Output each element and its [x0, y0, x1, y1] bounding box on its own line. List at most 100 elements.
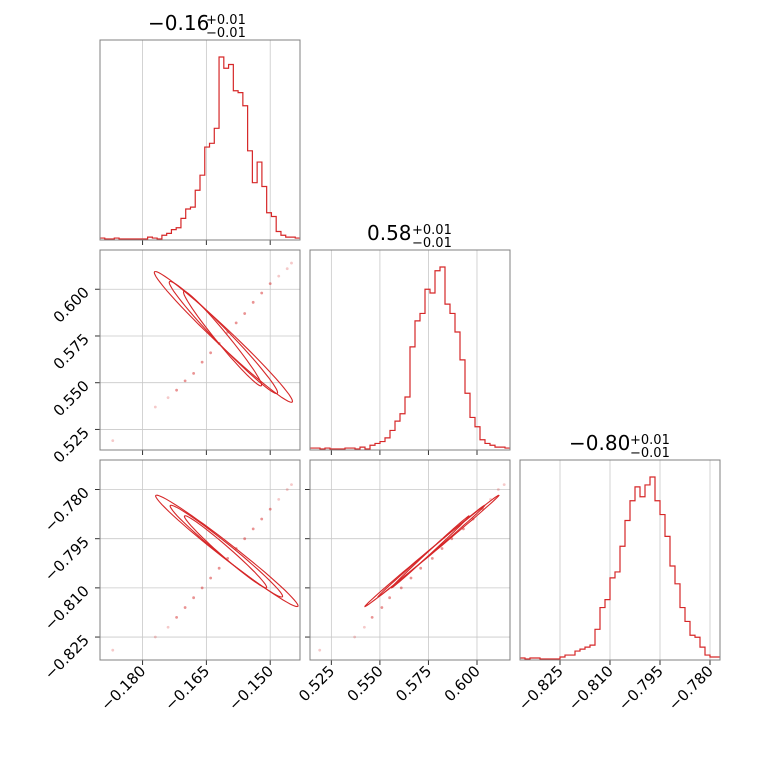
y-tick-label: −0.795	[41, 533, 93, 585]
scatter-point	[184, 379, 187, 382]
y-tick-label: 0.600	[50, 283, 93, 326]
x-tick-label: −0.780	[665, 662, 717, 714]
x-tick-labels-p1: 0.5250.5500.5750.600	[295, 662, 484, 705]
scatter-point	[497, 488, 500, 491]
axes-frame	[310, 460, 510, 660]
scatter-panel-p0-p2	[95, 460, 300, 665]
grid-lines	[331, 250, 477, 450]
scatter-point	[260, 292, 263, 295]
x-tick-label: −0.795	[615, 662, 667, 714]
scatter-point	[441, 547, 444, 550]
scatter-point	[243, 312, 246, 315]
axis-ticks	[95, 490, 270, 665]
scatter-point	[380, 606, 383, 609]
scatter-point	[252, 527, 255, 530]
scatter-point	[175, 389, 178, 392]
scatter-panel-p1-p2	[305, 460, 510, 665]
scatter-point	[290, 483, 293, 486]
scatter-point	[201, 586, 204, 589]
scatter-point	[192, 372, 195, 375]
y-tick-label: −0.825	[41, 631, 93, 683]
x-tick-label: −0.165	[161, 662, 213, 714]
scatter-panel-p0-p1	[95, 250, 300, 455]
scatter-point	[184, 606, 187, 609]
histogram-title-lower-p1: −0.01	[412, 236, 452, 251]
scatter-point	[400, 586, 403, 589]
x-tick-label: −0.180	[97, 662, 149, 714]
scatter-point	[154, 406, 157, 409]
histogram-title-lower-p2: −0.01	[630, 446, 670, 461]
y-tick-label: 0.525	[50, 424, 93, 467]
x-tick-label: 0.600	[441, 662, 484, 705]
scatter-point	[503, 483, 506, 486]
scatter-point	[167, 626, 170, 629]
histogram-line	[310, 267, 510, 449]
scatter-point	[318, 649, 321, 652]
scatter-point	[410, 577, 413, 580]
x-tick-label: 0.550	[344, 662, 387, 705]
scatter-point	[218, 567, 221, 570]
scatter-point	[388, 596, 391, 599]
grid-lines	[100, 460, 300, 660]
contour-lines	[156, 495, 298, 606]
scatter-point	[243, 537, 246, 540]
scatter-points	[111, 483, 293, 651]
scatter-point	[431, 557, 434, 560]
histogram-line	[520, 477, 720, 659]
scatter-point	[290, 262, 293, 265]
scatter-point	[286, 267, 289, 270]
scatter-point	[419, 567, 422, 570]
y-tick-label: −0.810	[41, 582, 93, 634]
scatter-point	[252, 301, 255, 304]
x-tick-labels-p0: −0.180−0.165−0.150	[97, 662, 277, 714]
x-tick-label: 0.525	[295, 662, 338, 705]
scatter-point	[201, 361, 204, 364]
scatter-point	[111, 439, 114, 442]
scatter-point	[353, 636, 356, 639]
scatter-point	[269, 508, 272, 511]
scatter-point	[192, 596, 195, 599]
scatter-point	[209, 351, 212, 354]
histogram-panel-p1: 0.58 +0.01 −0.01	[310, 221, 510, 455]
contour-lines	[365, 495, 499, 606]
x-tick-label: −0.810	[565, 662, 617, 714]
x-tick-label: −0.150	[225, 662, 277, 714]
scatter-point	[260, 518, 263, 521]
histogram-panel-p0: −0.16 +0.01 −0.01	[100, 11, 300, 245]
contour-line	[156, 495, 298, 606]
histogram-title-p0: −0.16	[148, 11, 209, 35]
grid-lines	[310, 460, 510, 660]
scatter-points	[111, 262, 293, 442]
histogram-title-lower-p0: −0.01	[206, 26, 246, 41]
scatter-point	[371, 616, 374, 619]
y-tick-label: 0.575	[50, 330, 93, 373]
contour-line	[378, 505, 485, 597]
axis-ticks	[305, 490, 477, 665]
scatter-point	[154, 636, 157, 639]
axis-ticks	[331, 450, 477, 455]
scatter-point	[111, 649, 114, 652]
scatter-point	[286, 488, 289, 491]
scatter-point	[167, 396, 170, 399]
scatter-point	[269, 282, 272, 285]
scatter-point	[277, 275, 280, 278]
x-tick-label: 0.575	[392, 662, 435, 705]
grid-lines	[143, 40, 271, 240]
scatter-point	[235, 321, 238, 324]
contour-line	[184, 516, 266, 588]
y-tick-labels-p1: 0.5250.5500.5750.600	[50, 283, 93, 466]
scatter-point	[277, 498, 280, 501]
x-tick-labels-p2: −0.825−0.810−0.795−0.780	[515, 662, 717, 714]
x-tick-label: −0.825	[515, 662, 567, 714]
histogram-title-p1: 0.58	[367, 221, 412, 245]
histogram-title-p2: −0.80	[569, 431, 630, 455]
scatter-point	[363, 626, 366, 629]
contour-line	[170, 505, 283, 597]
axis-ticks	[143, 240, 271, 245]
scatter-point	[209, 577, 212, 580]
y-tick-label: −0.780	[41, 484, 93, 536]
y-tick-labels-p2: −0.825−0.810−0.795−0.780	[41, 484, 93, 684]
axis-ticks	[560, 660, 710, 665]
histogram-panel-p2: −0.80 +0.01 −0.01	[520, 431, 720, 665]
grid-lines	[100, 250, 300, 450]
